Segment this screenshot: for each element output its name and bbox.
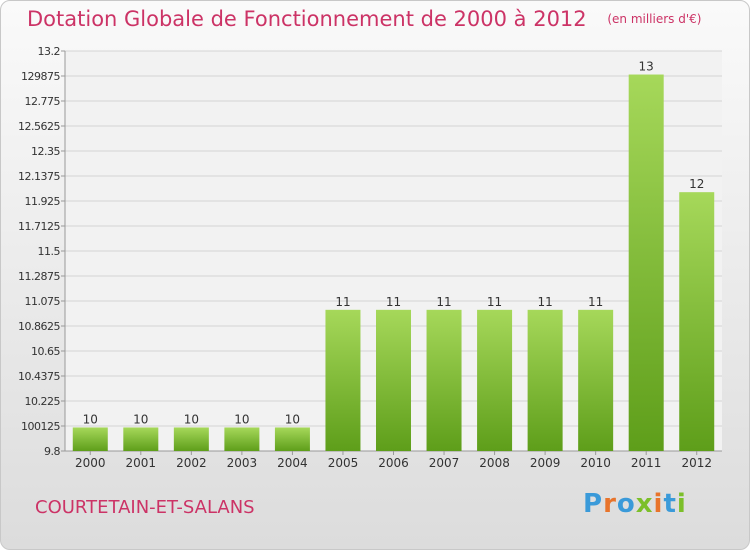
- bar-value-label: 10: [234, 412, 249, 426]
- commune-name: COURTETAIN-ET-SALANS: [35, 497, 255, 518]
- proxiti-logo: Proxiti: [583, 489, 687, 519]
- x-tick-label: 2002: [176, 456, 207, 470]
- x-tick-label: 2012: [681, 456, 712, 470]
- x-tick-label: 2008: [479, 456, 510, 470]
- bar-value-label: 10: [184, 412, 199, 426]
- y-tick-label: 10.225: [25, 395, 61, 408]
- bar: [527, 309, 563, 451]
- logo-letter: P: [583, 489, 604, 519]
- x-tick-label: 2009: [530, 456, 561, 470]
- chart-title-block: Dotation Globale de Fonctionnement de 20…: [27, 7, 701, 31]
- logo-letter: o: [616, 489, 636, 519]
- bar-value-label: 11: [335, 295, 350, 309]
- bar: [325, 309, 361, 451]
- y-tick-label: 12.775: [25, 95, 61, 108]
- chart-title: Dotation Globale de Fonctionnement de 20…: [27, 7, 587, 31]
- y-tick-label: 9.8: [44, 445, 60, 458]
- y-tick-label: 100125: [21, 420, 60, 433]
- bar-value-label: 10: [83, 412, 98, 426]
- bar-value-label: 10: [285, 412, 300, 426]
- bar: [628, 74, 664, 451]
- y-tick-label: 11.7125: [18, 220, 60, 233]
- y-tick-label: 12.35: [31, 145, 60, 158]
- y-tick-label: 10.4375: [18, 370, 60, 383]
- x-tick-label: 2000: [75, 456, 106, 470]
- y-tick-label: 11.075: [25, 295, 61, 308]
- x-tick-label: 2001: [126, 456, 157, 470]
- x-tick-label: 2003: [227, 456, 258, 470]
- x-tick-label: 2004: [277, 456, 308, 470]
- y-tick-label: 13.2: [38, 45, 61, 58]
- bar-value-label: 10: [133, 412, 148, 426]
- logo-letter: i: [653, 489, 664, 519]
- y-tick-label: 11.925: [25, 195, 61, 208]
- bar-value-label: 11: [537, 295, 552, 309]
- logo-letter: r: [603, 489, 617, 519]
- x-tick-label: 2006: [378, 456, 409, 470]
- bar: [477, 309, 513, 451]
- bar-value-label: 11: [588, 295, 603, 309]
- bar-value-label: 11: [487, 295, 502, 309]
- x-tick-label: 2007: [429, 456, 460, 470]
- logo-letter: i: [676, 489, 687, 519]
- bar-value-label: 11: [386, 295, 401, 309]
- logo-letter: x: [635, 489, 654, 519]
- y-tick-label: 10.65: [31, 345, 60, 358]
- y-tick-label: 11.2875: [18, 270, 60, 283]
- bar: [274, 427, 310, 451]
- bar: [376, 309, 411, 451]
- y-tick-label: 11.5: [38, 245, 61, 258]
- y-tick-label: 12.1375: [18, 170, 60, 183]
- bar: [578, 309, 614, 451]
- y-tick-label: 10.8625: [18, 320, 60, 333]
- bar: [224, 427, 260, 451]
- bar-value-label: 13: [639, 60, 654, 74]
- bar: [426, 309, 462, 451]
- x-tick-label: 2005: [328, 456, 359, 470]
- bar: [72, 427, 108, 451]
- y-tick-label: 129875: [21, 70, 60, 83]
- bar: [173, 427, 209, 451]
- bar-value-label: 12: [689, 177, 704, 191]
- bar: [679, 192, 715, 452]
- bar: [123, 427, 159, 451]
- x-tick-label: 2011: [631, 456, 662, 470]
- y-tick-label: 12.5625: [18, 120, 60, 133]
- x-tick-label: 2010: [580, 456, 611, 470]
- logo-letter: t: [663, 489, 677, 519]
- chart-subtitle: (en milliers d'€): [607, 12, 702, 26]
- bar-value-label: 11: [436, 295, 451, 309]
